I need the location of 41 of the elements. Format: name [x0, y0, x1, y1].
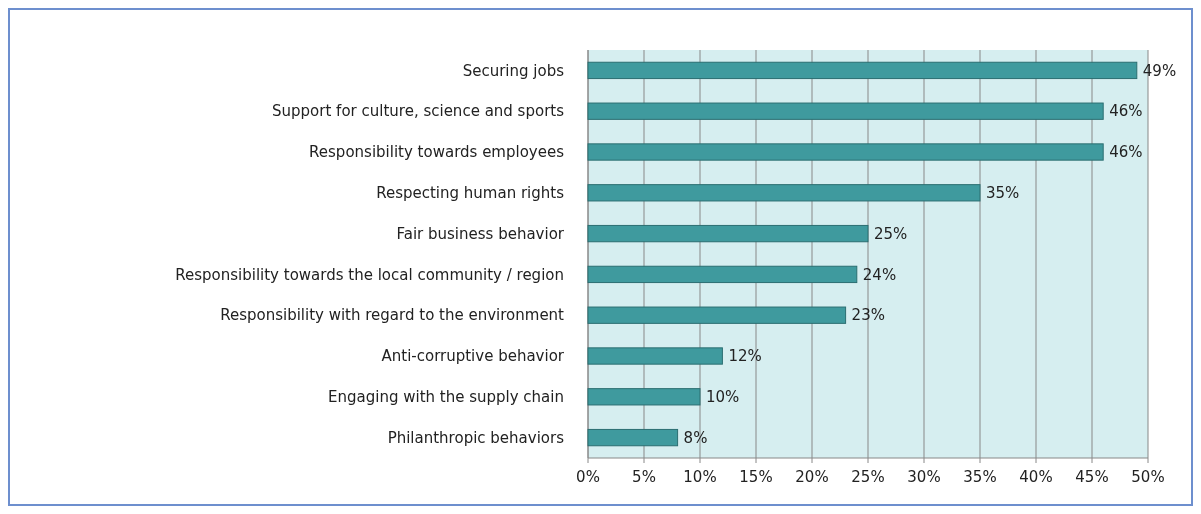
x-tick-label: 25% [851, 468, 885, 486]
y-tick-label: Responsibility towards employees [309, 143, 565, 162]
x-tick-label: 15% [739, 468, 773, 486]
y-tick-label: Fair business behavior [396, 224, 565, 243]
bar [587, 428, 679, 447]
y-tick-label: Securing jobs [462, 61, 565, 80]
data-label: 8% [683, 428, 708, 447]
data-label: 23% [851, 306, 885, 325]
bar [587, 224, 869, 243]
x-tick-label: 40% [1019, 468, 1053, 486]
data-label: 25% [874, 224, 908, 243]
y-tick-label: Philanthropic behaviors [387, 428, 565, 447]
bar [587, 184, 981, 202]
bar [587, 347, 723, 365]
bar [587, 306, 847, 324]
x-tick-label: 50% [1131, 468, 1165, 486]
data-label: 12% [728, 347, 762, 366]
bar [587, 388, 701, 406]
data-label: 24% [862, 265, 897, 284]
y-tick-label: Responsibility towards the local community / region [175, 265, 564, 284]
x-tick-label: 35% [963, 468, 997, 486]
x-tick-label: 20% [795, 468, 829, 486]
data-label: 10% [706, 388, 740, 407]
bar [587, 143, 1104, 161]
x-tick-label: 30% [907, 468, 941, 486]
bar [587, 61, 1138, 80]
y-tick-label: Anti-corruptive behavior [381, 347, 565, 366]
bar [587, 265, 858, 284]
y-tick-label: Support for culture, science and sports [272, 102, 565, 121]
x-tick-label: 5% [632, 468, 656, 486]
data-label: 46% [1109, 143, 1143, 162]
y-tick-label: Engaging with the supply chain [328, 388, 564, 407]
bar [587, 102, 1104, 120]
x-tick-label: 10% [683, 468, 717, 486]
data-label: 49% [1142, 61, 1177, 80]
x-tick-label: 45% [1075, 468, 1109, 486]
y-tick-label: Responsibility with regard to the environment [220, 306, 565, 325]
x-tick-label: 0% [576, 468, 600, 486]
y-tick-label: Respecting human rights [376, 184, 565, 203]
data-label: 46% [1109, 102, 1143, 121]
data-label: 35% [986, 184, 1020, 203]
